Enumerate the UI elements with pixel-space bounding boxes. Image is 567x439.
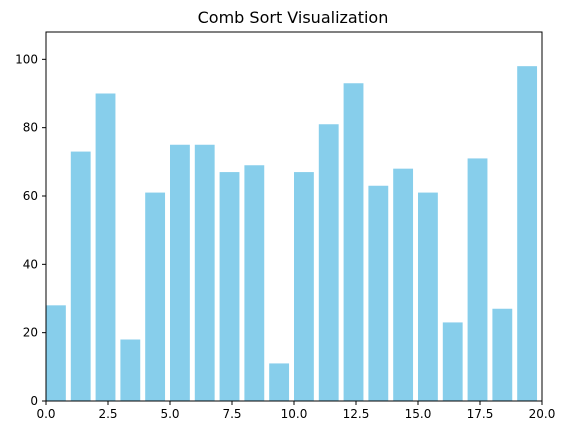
x-tick-label-7: 17.5 [467, 407, 494, 421]
x-tick-label-4: 10.0 [281, 407, 308, 421]
bar-10 [294, 172, 314, 401]
y-axis-ticks: 0 20 40 60 80 100 [15, 52, 46, 408]
y-tick-label-0: 0 [30, 394, 38, 408]
bar-15 [418, 192, 438, 401]
x-tick-label-0: 0.0 [36, 407, 55, 421]
bar-1 [70, 151, 91, 401]
bar-14 [393, 168, 414, 401]
bar-13 [368, 185, 389, 401]
bar-8 [244, 165, 265, 401]
bar-18 [492, 308, 513, 401]
bar-0 [46, 305, 66, 401]
x-tick-label-6: 15.0 [405, 407, 432, 421]
bar-5 [170, 144, 190, 401]
x-tick-label-5: 12.5 [343, 407, 370, 421]
x-tick-label-1: 2.5 [98, 407, 117, 421]
bar-12 [343, 83, 364, 401]
bar-16 [442, 322, 463, 401]
y-tick-label-4: 80 [23, 121, 38, 135]
bar-6 [194, 144, 215, 401]
bar-9 [269, 363, 290, 401]
x-axis-ticks: 0.0 2.5 5.0 7.5 10.0 12.5 15.0 17.5 20.0 [36, 401, 555, 421]
y-tick-label-1: 20 [23, 326, 38, 340]
bar-19 [517, 66, 538, 402]
bar-4 [145, 192, 166, 401]
y-tick-label-5: 100 [15, 52, 38, 66]
bars-group [46, 66, 538, 402]
bar-3 [120, 339, 141, 401]
y-tick-label-3: 60 [23, 189, 38, 203]
chart-title: Comb Sort Visualization [198, 8, 389, 27]
y-tick-label-2: 40 [23, 257, 38, 271]
x-tick-label-2: 5.0 [160, 407, 179, 421]
bar-11 [318, 124, 339, 401]
bar-7 [219, 172, 240, 401]
bar-17 [467, 158, 488, 401]
plot-frame [45, 31, 543, 402]
x-tick-label-3: 7.5 [222, 407, 241, 421]
bar-2 [95, 93, 116, 401]
x-tick-label-8: 20.0 [529, 407, 556, 421]
